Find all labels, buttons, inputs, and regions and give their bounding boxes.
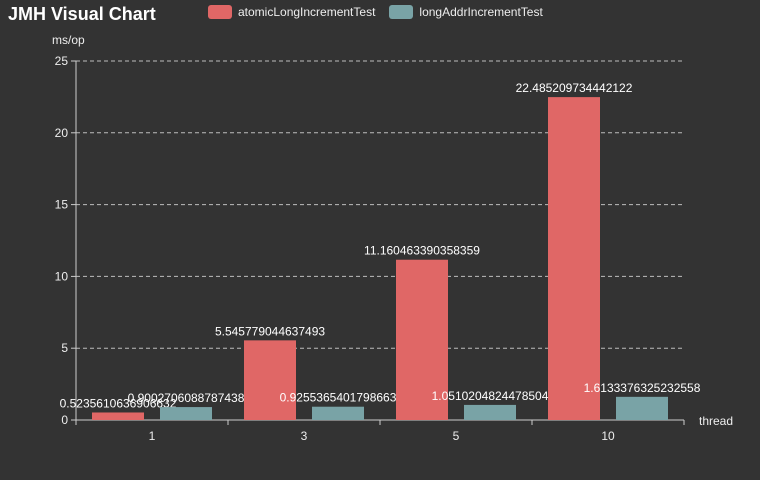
data-label-s1-c2: 1.0510204824478504 xyxy=(432,389,549,403)
bar-s1-c2 xyxy=(464,404,516,420)
data-label-s1-c0: 0.9002706088787438 xyxy=(128,391,245,405)
bar-s0-c2 xyxy=(396,259,448,420)
x-tick-label-0: 1 xyxy=(149,429,156,443)
bar-s0-c0 xyxy=(92,412,144,420)
legend-swatch-series-0 xyxy=(208,5,232,19)
y-axis-label: ms/op xyxy=(52,33,85,47)
data-label-s0-c3: 22.485209734442122 xyxy=(516,81,633,95)
data-label-s0-c1: 5.545779044637493 xyxy=(215,324,325,338)
y-tick-label-4: 20 xyxy=(55,126,69,140)
legend-label-series-0: atomicLongIncrementTest xyxy=(238,5,376,19)
y-tick-label-1: 5 xyxy=(61,341,68,355)
bar-s1-c0 xyxy=(160,407,212,420)
x-axis-label: thread xyxy=(699,414,733,428)
data-label-s0-c2: 11.160463390358359 xyxy=(364,244,480,258)
bar-s1-c1 xyxy=(312,406,364,420)
x-tick-label-2: 5 xyxy=(453,429,460,443)
legend-swatch-series-1 xyxy=(389,5,414,19)
x-tick-label-3: 10 xyxy=(601,429,615,443)
bar-s0-c3 xyxy=(548,97,600,420)
data-label-s1-c1: 0.9255365401798663 xyxy=(280,391,397,405)
y-tick-label-0: 0 xyxy=(61,413,68,427)
bar-s1-c3 xyxy=(616,396,668,420)
chart-legend: atomicLongIncrementTest longAddrIncremen… xyxy=(208,5,543,19)
x-tick-label-1: 3 xyxy=(301,429,308,443)
data-label-s1-c3: 1.6133376325232558 xyxy=(584,381,701,395)
data-label-s0-c0: 0.5235610636906632 xyxy=(60,396,177,410)
y-tick-label-3: 15 xyxy=(55,198,69,212)
y-tick-label-2: 10 xyxy=(55,269,69,283)
legend-item-series-1[interactable]: longAddrIncrementTest xyxy=(389,5,543,19)
chart-title: JMH Visual Chart xyxy=(8,4,156,24)
legend-label-series-1: longAddrIncrementTest xyxy=(419,5,543,19)
legend-item-series-0[interactable]: atomicLongIncrementTest xyxy=(208,5,375,19)
bar-s0-c1 xyxy=(244,340,296,420)
y-tick-label-5: 25 xyxy=(55,54,69,68)
